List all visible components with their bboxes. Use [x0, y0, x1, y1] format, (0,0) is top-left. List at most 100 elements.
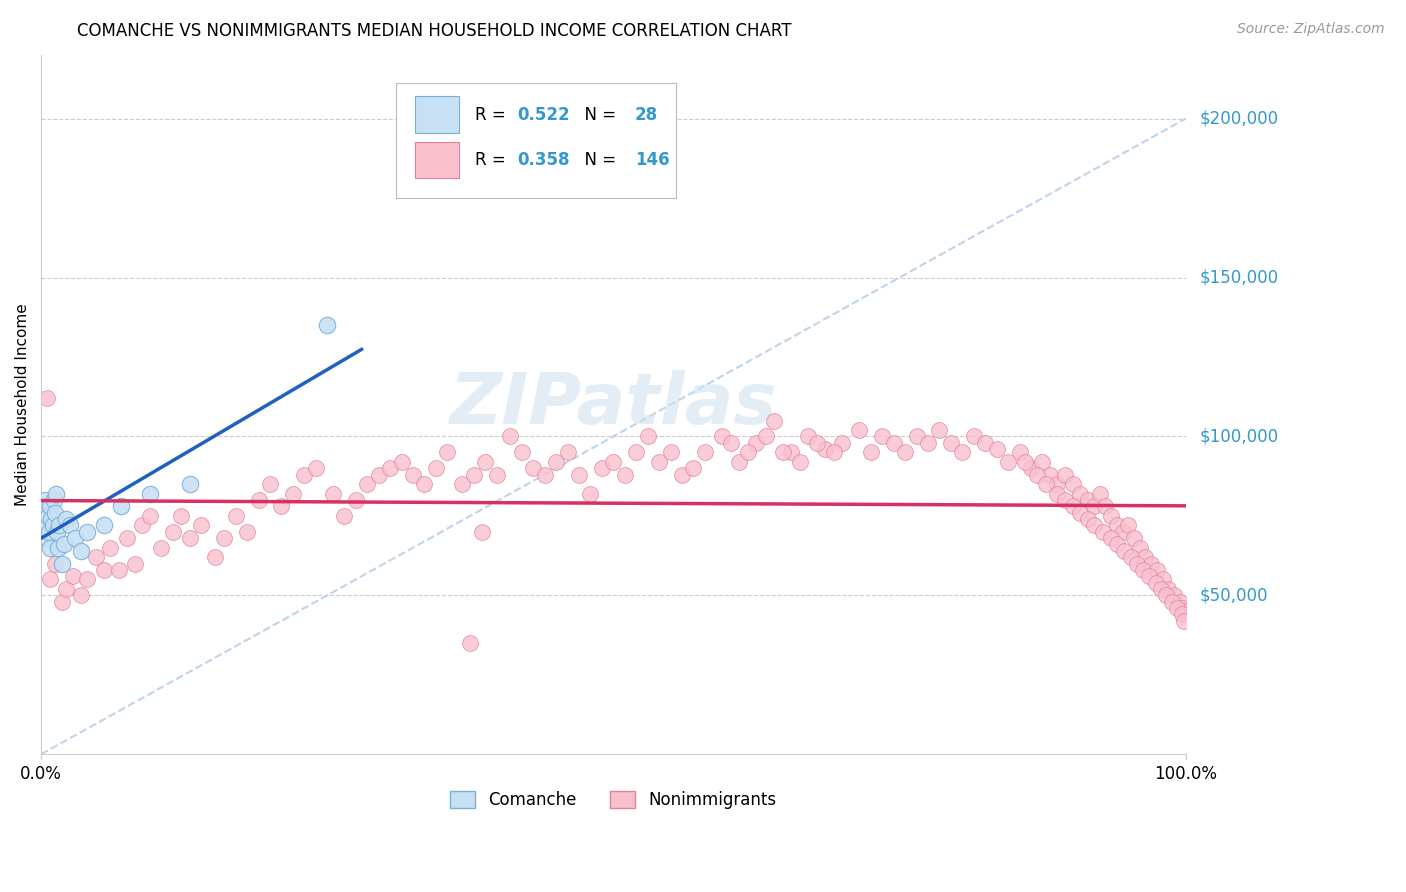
- Text: 28: 28: [636, 105, 658, 124]
- Point: [150, 541, 173, 555]
- Text: $50,000: $50,000: [1199, 586, 1268, 604]
- Point: [1174, 604, 1197, 618]
- Point: [613, 467, 636, 482]
- Text: 146: 146: [636, 151, 669, 169]
- Point: [333, 508, 356, 523]
- Point: [474, 455, 496, 469]
- Point: [894, 445, 917, 459]
- Point: [1046, 486, 1069, 500]
- Point: [831, 435, 853, 450]
- Point: [65, 531, 87, 545]
- Point: [84, 550, 107, 565]
- Point: [259, 477, 281, 491]
- Point: [76, 573, 98, 587]
- Point: [62, 569, 84, 583]
- Point: [115, 531, 138, 545]
- Point: [1088, 486, 1111, 500]
- Point: [1083, 500, 1105, 514]
- Point: [1135, 550, 1157, 565]
- Point: [44, 506, 66, 520]
- Point: [1129, 541, 1152, 555]
- Point: [789, 455, 811, 469]
- Point: [1039, 467, 1062, 482]
- Text: COMANCHE VS NONIMMIGRANTS MEDIAN HOUSEHOLD INCOME CORRELATION CHART: COMANCHE VS NONIMMIGRANTS MEDIAN HOUSEHO…: [77, 22, 792, 40]
- Point: [720, 435, 742, 450]
- Point: [1094, 500, 1116, 514]
- FancyBboxPatch shape: [396, 83, 676, 198]
- Point: [39, 573, 62, 587]
- Text: $100,000: $100,000: [1199, 427, 1278, 445]
- Point: [1054, 467, 1077, 482]
- Point: [110, 500, 132, 514]
- Legend: Comanche, Nonimmigrants: Comanche, Nonimmigrants: [443, 784, 783, 816]
- Point: [1137, 569, 1160, 583]
- Point: [997, 455, 1019, 469]
- Point: [546, 455, 568, 469]
- Point: [974, 435, 997, 450]
- Point: [905, 429, 928, 443]
- Point: [745, 435, 768, 450]
- Point: [1077, 493, 1099, 508]
- Point: [870, 429, 893, 443]
- Point: [557, 445, 579, 459]
- Point: [322, 486, 344, 500]
- Point: [44, 557, 66, 571]
- Point: [55, 512, 77, 526]
- Point: [70, 544, 93, 558]
- Point: [471, 524, 494, 539]
- Point: [1019, 461, 1042, 475]
- Point: [46, 524, 69, 539]
- Point: [624, 445, 647, 459]
- Point: [463, 467, 485, 482]
- Point: [1014, 455, 1036, 469]
- Point: [34, 518, 56, 533]
- Point: [1173, 601, 1195, 615]
- Point: [41, 518, 63, 533]
- Point: [711, 429, 734, 443]
- Point: [70, 588, 93, 602]
- Point: [917, 435, 939, 450]
- Point: [659, 445, 682, 459]
- Text: 0.522: 0.522: [517, 105, 569, 124]
- Point: [485, 467, 508, 482]
- Point: [53, 537, 76, 551]
- Point: [41, 512, 63, 526]
- Point: [1008, 445, 1031, 459]
- Point: [1105, 537, 1128, 551]
- Point: [212, 531, 235, 545]
- Point: [671, 467, 693, 482]
- Point: [1126, 557, 1149, 571]
- Point: [236, 524, 259, 539]
- Point: [76, 524, 98, 539]
- Point: [1119, 550, 1142, 565]
- Point: [170, 508, 193, 523]
- Point: [963, 429, 986, 443]
- Point: [693, 445, 716, 459]
- Point: [682, 461, 704, 475]
- Point: [108, 563, 131, 577]
- Point: [986, 442, 1008, 457]
- Point: [425, 461, 447, 475]
- Point: [1171, 607, 1194, 622]
- Point: [928, 423, 950, 437]
- Point: [499, 429, 522, 443]
- Point: [391, 455, 413, 469]
- Point: [1140, 557, 1163, 571]
- Point: [305, 461, 328, 475]
- Point: [344, 493, 367, 508]
- Text: ZIPatlas: ZIPatlas: [450, 370, 778, 439]
- Point: [93, 563, 115, 577]
- Point: [602, 455, 624, 469]
- Point: [55, 582, 77, 596]
- Point: [292, 467, 315, 482]
- Point: [51, 557, 73, 571]
- Point: [98, 541, 121, 555]
- Point: [35, 392, 58, 406]
- Point: [247, 493, 270, 508]
- Text: R =: R =: [475, 105, 510, 124]
- Point: [579, 486, 602, 500]
- Point: [1168, 595, 1191, 609]
- Point: [270, 500, 292, 514]
- Point: [51, 595, 73, 609]
- Point: [38, 524, 60, 539]
